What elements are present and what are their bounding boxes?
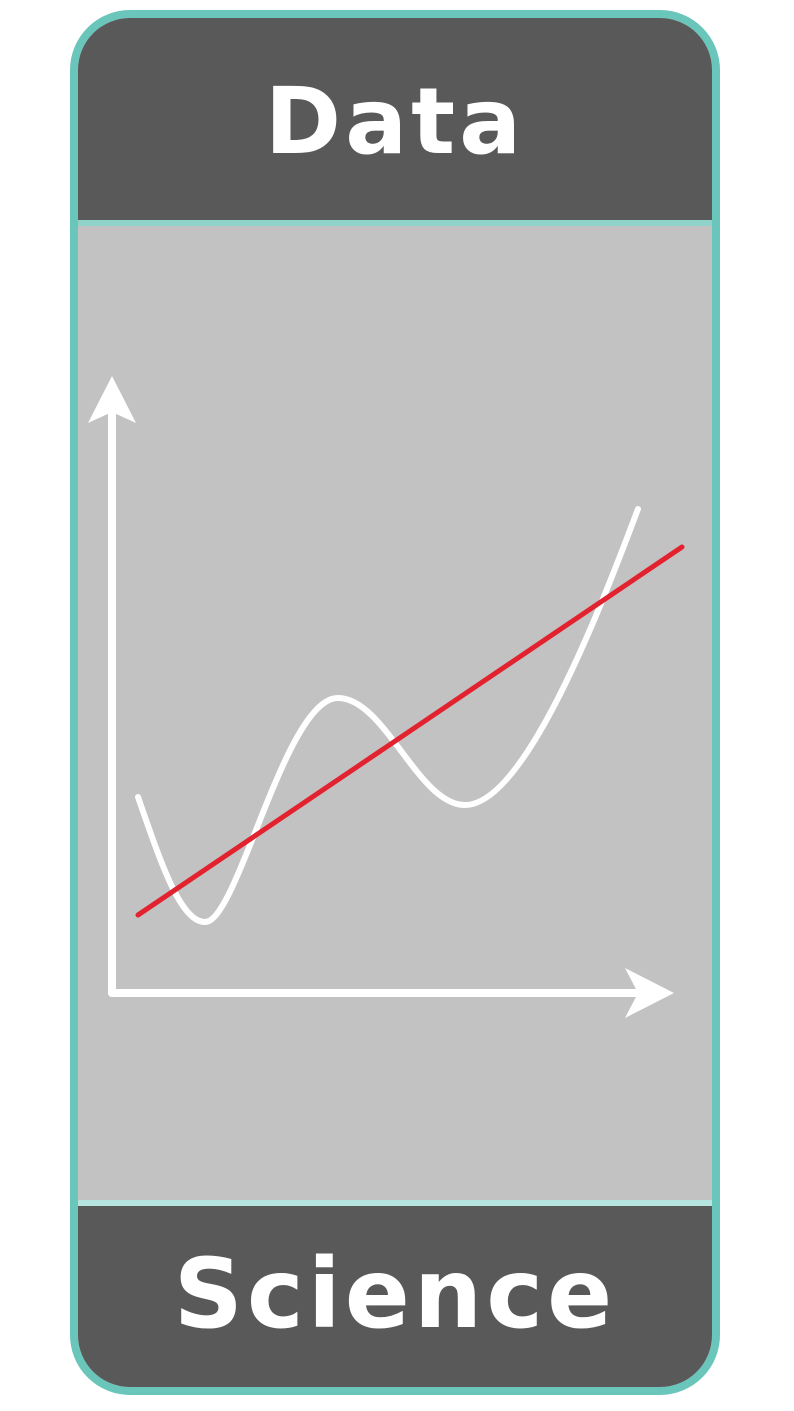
header-title: Data [264,68,526,175]
y-axis-arrowhead [88,376,136,423]
x-axis-arrowhead [625,968,674,1018]
data-science-card: Data Science [70,10,720,1395]
trend-line [135,544,685,918]
header-band: Data [78,18,712,226]
wavy-curve [135,506,641,926]
footer-band: Science [78,1200,712,1387]
footer-title: Science [173,1237,617,1350]
